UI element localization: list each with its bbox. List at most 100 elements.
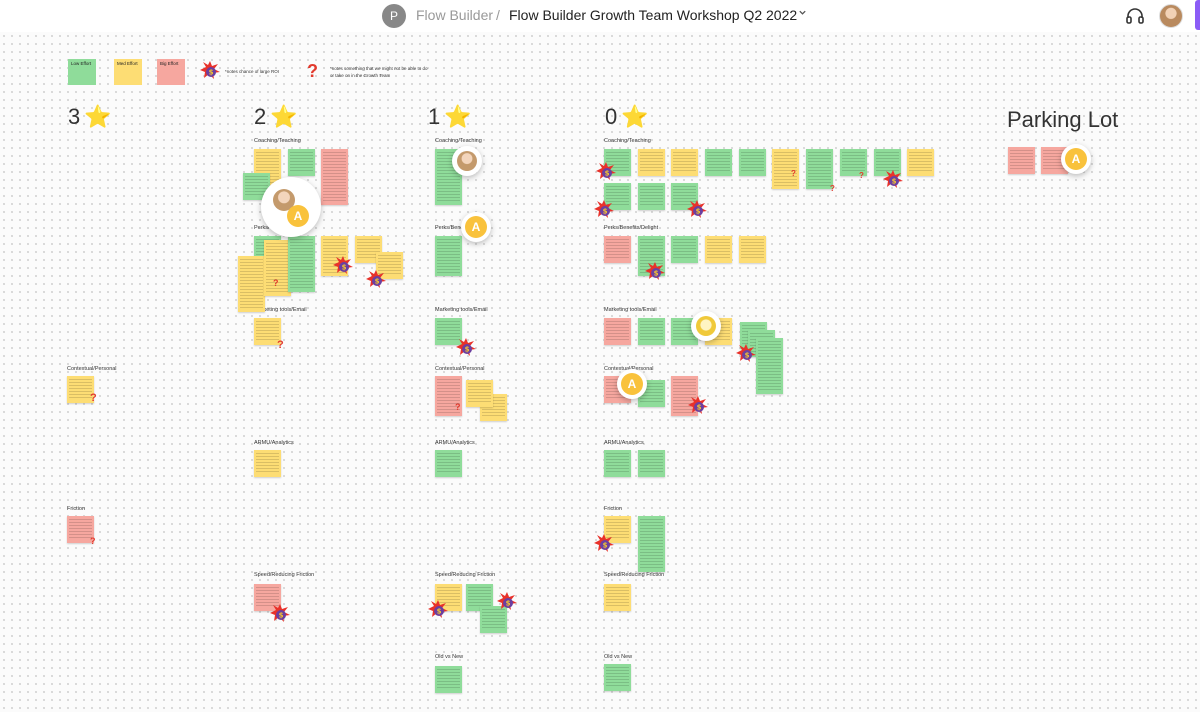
sticky-note[interactable]: [1041, 147, 1068, 174]
svg-text:$: $: [892, 178, 897, 186]
sticky-note[interactable]: [466, 380, 493, 407]
question-mark-icon: ?: [830, 184, 835, 193]
headphones-icon[interactable]: [1124, 5, 1146, 27]
roi-emoji-icon: $: [594, 534, 614, 552]
question-mark-icon: ?: [90, 392, 97, 404]
sticky-note[interactable]: [288, 236, 315, 292]
roi-emoji-icon: $: [270, 604, 290, 622]
sticky-note[interactable]: [671, 318, 698, 345]
sticky-note[interactable]: [376, 252, 403, 279]
sticky-note[interactable]: [254, 450, 281, 477]
sticky-note[interactable]: [435, 666, 462, 693]
column-header-0: 0 ⭐: [605, 104, 649, 130]
board-title[interactable]: Flow Builder Growth Team Workshop Q2 202…: [509, 7, 798, 23]
section-label: Speed/Reducing Friction: [604, 572, 665, 578]
roi-emoji-icon: $: [596, 162, 616, 180]
roi-emoji-icon: $: [645, 262, 665, 280]
collaborator-cursor: A: [1061, 144, 1091, 174]
sticky-note[interactable]: [435, 318, 462, 345]
star-icon: ⭐: [84, 104, 112, 129]
parking-lot-header: Parking Lot: [1007, 107, 1119, 132]
sticky-note[interactable]: [67, 516, 94, 543]
star-icon: ⭐: [270, 104, 298, 129]
section-label: Contextual/Personal: [67, 366, 117, 372]
breadcrumb-app[interactable]: Flow Builder: [416, 7, 494, 23]
svg-text:$: $: [209, 69, 214, 77]
legend-big-effort[interactable]: Big Effort: [157, 59, 185, 85]
sticky-note[interactable]: [671, 183, 698, 210]
sticky-note[interactable]: [435, 450, 462, 477]
sticky-note[interactable]: [238, 256, 265, 312]
section-label: Perks/Benefits/Delight: [604, 225, 659, 231]
question-mark-icon: ?: [273, 278, 279, 288]
sticky-note[interactable]: [739, 236, 766, 263]
sticky-note[interactable]: [638, 516, 665, 572]
whiteboard-canvas[interactable]: [0, 32, 1200, 712]
sticky-note[interactable]: [840, 149, 867, 176]
section-label: Speed/Reducing Friction: [254, 572, 315, 578]
sticky-note[interactable]: [604, 318, 631, 345]
section-label: ARMU/Analytics: [435, 440, 475, 446]
section-label: Coaching/Teaching: [254, 138, 301, 144]
sticky-note[interactable]: [435, 376, 462, 416]
sticky-note[interactable]: [874, 149, 901, 176]
sticky-note[interactable]: [604, 183, 631, 210]
breadcrumb-separator: /: [496, 7, 500, 23]
user-avatar[interactable]: [1159, 4, 1183, 28]
legend-low-effort[interactable]: Low Effort: [68, 59, 96, 85]
sticky-note[interactable]: [67, 376, 94, 403]
sticky-note[interactable]: [604, 236, 631, 263]
sticky-note[interactable]: [806, 149, 833, 189]
top-bar: P Flow Builder / Flow Builder Growth Tea…: [0, 0, 1200, 32]
collaborator-cursor: [691, 311, 721, 341]
svg-text:$: $: [605, 170, 610, 178]
sticky-note[interactable]: [671, 149, 698, 176]
sticky-note[interactable]: [739, 149, 766, 176]
sticky-note[interactable]: [638, 318, 665, 345]
sticky-note[interactable]: [604, 664, 631, 691]
sticky-note[interactable]: [435, 236, 462, 276]
legend-med-effort[interactable]: Med Effort: [114, 59, 142, 85]
legend-med-label: Med Effort: [117, 61, 138, 66]
roi-emoji-icon: $: [594, 200, 614, 218]
sticky-note[interactable]: [638, 450, 665, 477]
sticky-note[interactable]: [705, 236, 732, 263]
sticky-note[interactable]: [1008, 147, 1035, 174]
sticky-note[interactable]: [604, 450, 631, 477]
legend-big-label: Big Effort: [160, 61, 179, 66]
sticky-note[interactable]: [705, 149, 732, 176]
svg-text:$: $: [745, 352, 750, 360]
sticky-note[interactable]: [254, 318, 281, 345]
sticky-note[interactable]: [480, 606, 507, 633]
legend-question-note-2: or take on in the Growth Team: [330, 73, 391, 78]
star-icon: ⭐: [621, 104, 649, 129]
sticky-note[interactable]: [254, 584, 281, 611]
chevron-down-icon[interactable]: [798, 8, 807, 20]
question-mark-icon: ?: [277, 339, 284, 351]
sticky-note[interactable]: [756, 338, 783, 394]
roi-emoji-icon: $: [736, 344, 756, 362]
collaborator-avatar: A: [1065, 148, 1087, 170]
sticky-note[interactable]: [288, 149, 315, 176]
section-label: ARMU/Analytics: [254, 440, 294, 446]
sticky-note[interactable]: [638, 183, 665, 210]
sticky-note[interactable]: [604, 584, 631, 611]
roi-emoji-icon: $: [688, 396, 708, 414]
sticky-note[interactable]: [671, 236, 698, 263]
project-avatar[interactable]: P: [382, 4, 406, 28]
sticky-note[interactable]: [907, 149, 934, 176]
sticky-note[interactable]: [638, 149, 665, 176]
roi-emoji-icon: $: [883, 170, 903, 188]
svg-text:$: $: [437, 608, 442, 616]
sticky-note[interactable]: [604, 516, 631, 543]
sticky-note[interactable]: [772, 149, 799, 189]
sticky-note[interactable]: [264, 240, 291, 296]
question-mark-icon: ?: [90, 536, 96, 546]
svg-text:$: $: [279, 612, 284, 620]
svg-text:$: $: [603, 208, 608, 216]
column-header-1: 1 ⭐: [428, 104, 472, 130]
sticky-note[interactable]: [321, 149, 348, 205]
section-label: Marketing tools/Email: [435, 307, 488, 313]
section-label: Old vs New: [604, 654, 633, 660]
collaborator-avatar: A: [465, 216, 487, 238]
